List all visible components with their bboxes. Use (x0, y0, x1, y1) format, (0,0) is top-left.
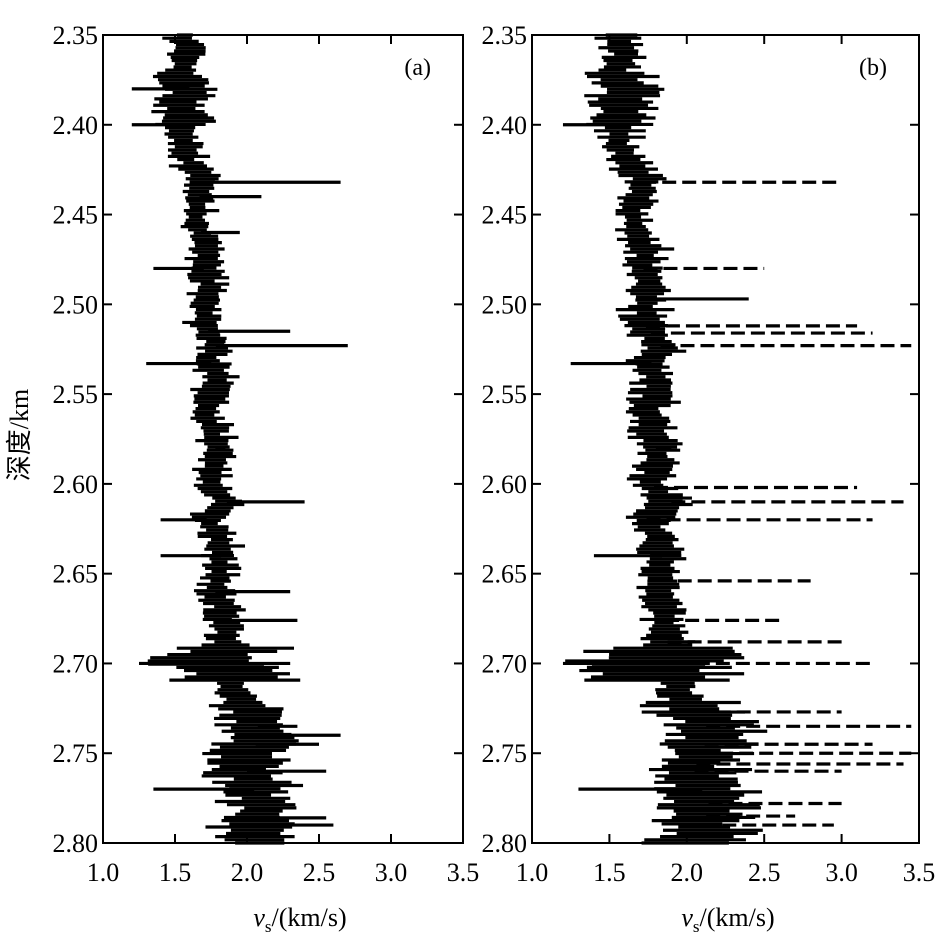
y-tick-label-b-3: 2.50 (482, 290, 528, 319)
plot-frame-a (102, 34, 464, 844)
y-tick-label-b-9: 2.80 (482, 829, 528, 858)
y-tick-label-a-0: 2.35 (53, 21, 99, 50)
x-tick-label-b-5: 3.5 (903, 858, 936, 887)
y-tick-label-b-4: 2.55 (482, 380, 528, 409)
y-tick-label-b-6: 2.65 (482, 560, 528, 589)
trace-a (131, 33, 348, 845)
y-tick-label-b-8: 2.75 (482, 739, 528, 768)
y-tick-label-b-5: 2.60 (482, 470, 528, 499)
panel-label-a: (a) (404, 55, 431, 81)
panel-label-b: (b) (859, 55, 887, 81)
x-axis-label-a: vs/(km/s) (253, 903, 346, 936)
x-axis-label-a-sub: s (265, 917, 272, 936)
x-axis-label-a-unit: /(km/s) (272, 903, 347, 932)
panel-b: 2.35 2.40 2.45 2.50 2.55 2.60 2.65 2.70 2.75 2.80… (482, 21, 936, 887)
x-tick-label-a-4: 3.0 (375, 858, 408, 887)
y-tick-label-a-2: 2.45 (53, 201, 99, 230)
y-tick-label-a-8: 2.75 (53, 739, 99, 768)
x-axis-label-b-symbol: v (681, 903, 693, 932)
y-tick-label-a-6: 2.65 (53, 560, 99, 589)
x-tick-label-a-2: 2.0 (231, 858, 264, 887)
x-tick-label-b-4: 3.0 (825, 858, 858, 887)
y-tick-label-a-7: 2.70 (53, 649, 99, 678)
y-tick-label-a-1: 2.40 (53, 111, 99, 140)
y-tick-label-a-9: 2.80 (53, 829, 99, 858)
y-tick-label-a-4: 2.55 (53, 380, 99, 409)
y-tick-label-b-2: 2.45 (482, 201, 528, 230)
trace-b (562, 33, 912, 845)
x-tick-label-a-0: 1.0 (87, 858, 120, 887)
y-tick-label-b-1: 2.40 (482, 111, 528, 140)
y-tick-label-a-5: 2.60 (53, 470, 99, 499)
y-tick-label-a-3: 2.50 (53, 290, 99, 319)
y-tick-label-b-7: 2.70 (482, 649, 528, 678)
x-axis-label-b-sub: s (693, 917, 700, 936)
x-tick-label-b-0: 1.0 (516, 858, 549, 887)
x-tick-label-a-1: 1.5 (159, 858, 192, 887)
x-tick-label-b-1: 1.5 (593, 858, 626, 887)
x-axis-label-b-unit: /(km/s) (700, 903, 775, 932)
x-tick-label-b-2: 2.0 (671, 858, 704, 887)
x-axis-label-a-symbol: v (253, 903, 265, 932)
y-tick-label-b-0: 2.35 (482, 21, 528, 50)
x-tick-label-a-5: 3.5 (447, 858, 480, 887)
panel-a: 2.35 2.40 2.45 2.50 2.55 2.60 2.65 2.70 2.75 2.80… (53, 21, 480, 887)
x-tick-label-a-3: 2.5 (303, 858, 336, 887)
x-tick-label-b-3: 2.5 (748, 858, 781, 887)
x-axis-label-b: vs/(km/s) (681, 903, 774, 936)
y-axis-label: 深度/km (5, 389, 34, 481)
